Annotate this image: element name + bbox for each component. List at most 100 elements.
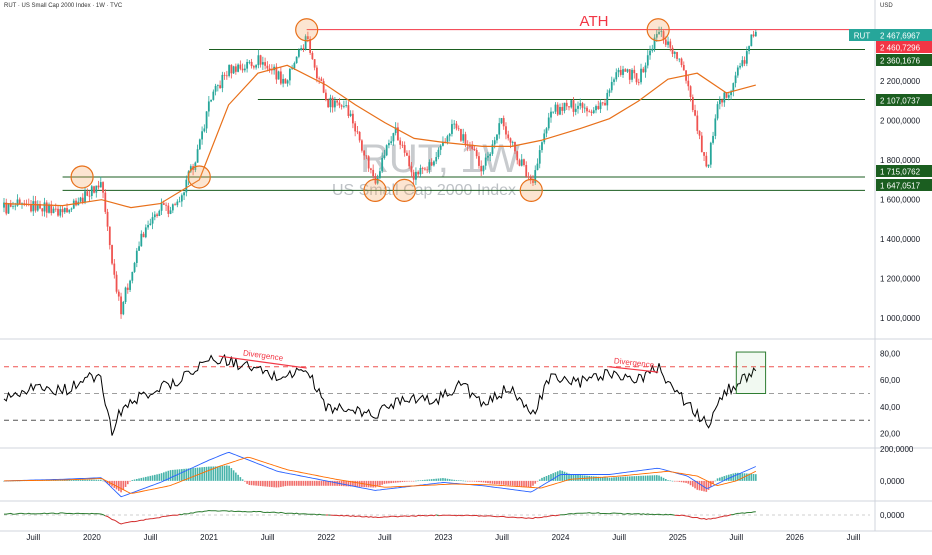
macd-histogram-bar <box>566 473 568 481</box>
candle-body <box>696 116 698 131</box>
candle-body <box>404 145 406 153</box>
macd-histogram-bar <box>613 477 615 481</box>
macd-histogram-bar <box>98 480 100 481</box>
macd-histogram-bar <box>647 476 649 481</box>
macd-histogram-bar <box>503 481 505 485</box>
candle-body <box>289 69 291 80</box>
candle-body <box>246 62 248 69</box>
candle-body <box>494 140 496 144</box>
candle-body <box>109 227 111 245</box>
candle-body <box>314 59 316 67</box>
macd-histogram-bar <box>152 475 154 481</box>
macd-histogram-bar <box>226 465 228 480</box>
candle-body <box>388 143 390 145</box>
macd-histogram-bar <box>287 481 289 486</box>
candle-body <box>667 41 669 44</box>
candle-body <box>600 102 602 109</box>
candle-body <box>203 128 205 131</box>
candle-body <box>469 146 471 147</box>
time-tick-label: Juill <box>378 533 392 542</box>
macd-histogram-bar <box>525 481 527 487</box>
candle-body <box>471 146 473 149</box>
macd-histogram-bar <box>273 481 275 487</box>
candle-body <box>136 251 138 263</box>
macd-histogram-bar <box>249 481 251 485</box>
candle-body <box>215 86 217 92</box>
candle-body <box>640 69 642 83</box>
candle-body <box>359 132 361 140</box>
candle-body <box>8 203 10 213</box>
macd-histogram-bar <box>487 481 489 483</box>
candle-body <box>127 288 129 290</box>
macd-histogram-bar <box>694 481 696 488</box>
macd-histogram-bar <box>231 468 233 481</box>
macd-histogram-bar <box>638 476 640 481</box>
candle-body <box>478 156 480 166</box>
rsi-tick-label: 80,00 <box>880 349 901 358</box>
candle-body <box>32 201 34 211</box>
macd-histogram-bar <box>541 478 543 481</box>
macd-histogram-bar <box>262 481 264 486</box>
macd-histogram-bar <box>210 467 212 481</box>
macd-histogram-bar <box>699 481 701 490</box>
macd-histogram-bar <box>260 481 262 486</box>
macd-histogram-bar <box>543 477 545 481</box>
candle-body <box>176 202 178 206</box>
candle-body <box>293 63 295 68</box>
time-tick-label: Juill <box>261 533 275 542</box>
macd-histogram-bar <box>755 474 757 481</box>
candle-body <box>510 138 512 142</box>
macd-histogram-bar <box>494 481 496 484</box>
candle-body <box>514 142 516 151</box>
candle-body <box>158 211 160 216</box>
price-tag-value: 1 647,0517 <box>880 182 921 191</box>
macd-histogram-bar <box>82 480 84 481</box>
macd-histogram-bar <box>294 481 296 486</box>
candle-body <box>496 135 498 141</box>
candle-body <box>512 142 514 143</box>
candle-body <box>611 82 613 90</box>
candle-body <box>516 151 518 160</box>
highlight-circle <box>393 179 415 201</box>
time-tick-label: Juill <box>847 533 861 542</box>
macd-histogram-bar <box>183 469 185 481</box>
candle-body <box>429 162 431 170</box>
highlight-circle <box>364 179 386 201</box>
macd-histogram-bar <box>537 481 539 482</box>
price-tick-label: 1 400,0000 <box>880 235 921 244</box>
candle-body <box>755 32 757 36</box>
candle-body <box>703 152 705 156</box>
candle-body <box>753 35 755 37</box>
candle-body <box>465 134 467 145</box>
candle-body <box>645 65 647 72</box>
price-tag-value: 1 715,0762 <box>880 168 921 177</box>
candle-body <box>93 186 95 192</box>
time-tick-label: 2026 <box>786 533 804 542</box>
macd-histogram-bar <box>411 481 413 482</box>
candle-body <box>372 170 374 176</box>
time-tick-label: 2025 <box>669 533 687 542</box>
macd-histogram-bar <box>129 481 131 482</box>
candle-body <box>435 157 437 161</box>
candle-body <box>224 75 226 76</box>
candle-body <box>348 105 350 116</box>
time-tick-label: 2023 <box>434 533 452 542</box>
macd-histogram-bar <box>604 477 606 481</box>
candle-body <box>577 106 579 109</box>
macd-histogram-bar <box>669 480 671 481</box>
candle-body <box>170 210 172 213</box>
macd-histogram-bar <box>179 469 181 481</box>
candle-body <box>260 55 262 64</box>
macd-histogram-bar <box>453 480 455 481</box>
macd-histogram-bar <box>480 481 482 482</box>
candle-body <box>561 107 563 111</box>
macd-histogram-bar <box>102 481 104 482</box>
macd-histogram-bar <box>309 481 311 486</box>
candle-body <box>278 71 280 79</box>
macd-histogram-bar <box>370 481 372 488</box>
candle-body <box>129 281 131 290</box>
candle-body <box>568 106 570 107</box>
macd-histogram-bar <box>321 481 323 486</box>
macd-histogram-bar <box>285 481 287 486</box>
candle-body <box>318 78 320 79</box>
